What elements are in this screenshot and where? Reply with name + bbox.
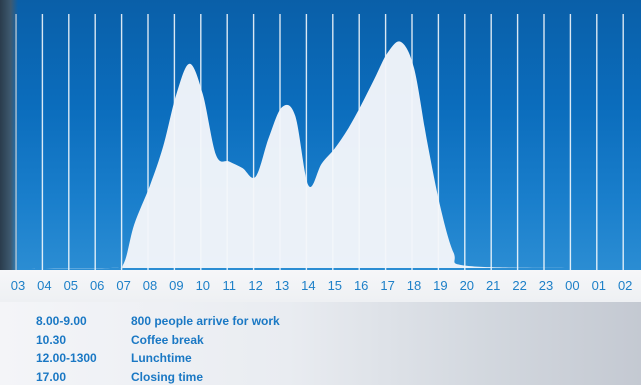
schedule-event: Coffee break (131, 333, 204, 347)
data-point (109, 267, 111, 269)
data-point (453, 252, 455, 254)
data-point (400, 41, 402, 43)
x-tick-label: 06 (89, 278, 105, 293)
data-point (334, 147, 336, 149)
x-axis-band (0, 270, 641, 302)
data-point (123, 263, 125, 265)
data-point (321, 163, 323, 165)
data-point (387, 52, 389, 54)
schedule-panel (0, 302, 641, 385)
x-tick-label: 20 (459, 278, 475, 293)
data-point (347, 128, 349, 130)
data-point (268, 137, 270, 139)
x-tick-label: 17 (380, 278, 395, 293)
x-tick-label: 18 (406, 278, 422, 293)
x-tick-label: 16 (353, 278, 369, 293)
data-point (307, 184, 309, 186)
data-point (294, 115, 296, 117)
x-tick-label: 13 (274, 278, 290, 293)
data-point (255, 176, 257, 178)
photo-background-edge (0, 0, 18, 300)
data-point (571, 267, 573, 269)
schedule-event: Lunchtime (131, 351, 192, 365)
x-tick-label: 19 (433, 278, 448, 293)
schedule-time: 10.30 (36, 333, 67, 347)
x-tick-label: 21 (485, 278, 501, 293)
schedule-event: 800 people arrive for work (131, 314, 280, 328)
x-tick-label: 08 (142, 278, 158, 293)
data-point (241, 167, 243, 169)
chart-svg (15, 14, 624, 270)
x-tick-label: 12 (248, 278, 263, 293)
data-point (189, 63, 191, 65)
x-tick-label: 00 (565, 278, 580, 293)
data-point (439, 206, 441, 208)
data-point (133, 224, 135, 226)
x-tick-label: 05 (63, 278, 79, 293)
x-tick-label: 14 (301, 278, 316, 293)
data-point (162, 145, 164, 147)
x-tick-label: 22 (512, 278, 527, 293)
x-tick-label: 07 (116, 278, 131, 293)
schedule-time: 17.00 (36, 370, 67, 384)
area-layer (18, 41, 573, 269)
data-point (426, 141, 428, 143)
x-tick-label: 02 (617, 278, 633, 293)
data-point (202, 93, 204, 95)
data-point (215, 154, 217, 156)
x-tick-label: 23 (538, 278, 554, 293)
data-point (281, 106, 283, 108)
data-point (373, 78, 375, 80)
data-point (413, 67, 415, 69)
schedule-time: 8.00-9.00 (36, 314, 87, 328)
x-tick-label: 04 (37, 278, 52, 293)
data-point (360, 104, 362, 106)
attendance-area (18, 41, 573, 269)
x-tick-label: 01 (591, 278, 607, 293)
x-tick-label: 10 (195, 278, 211, 293)
schedule-event: Closing time (131, 370, 204, 384)
chart-plot-area (0, 0, 641, 270)
x-tick-label: 11 (222, 278, 236, 293)
x-tick-label: 03 (10, 278, 26, 293)
x-tick-label: 15 (327, 278, 343, 293)
data-point (466, 265, 468, 267)
x-tick-label: 09 (169, 278, 184, 293)
schedule-time: 12.00-1300 (36, 351, 97, 365)
data-point (228, 161, 230, 163)
data-point (175, 93, 177, 95)
data-point (149, 184, 151, 186)
